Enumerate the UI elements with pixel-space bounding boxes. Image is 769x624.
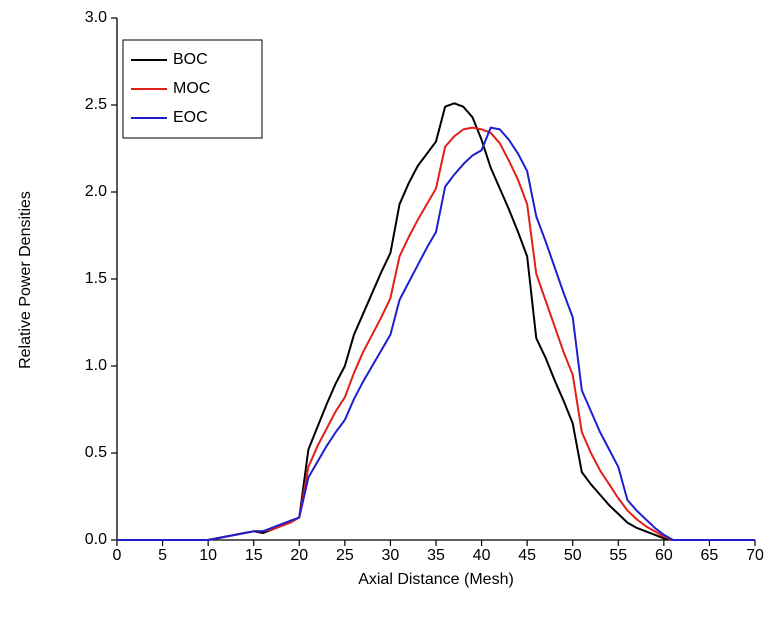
y-tick-label: 0.5 [85, 444, 107, 461]
y-tick-label: 1.0 [85, 357, 107, 374]
y-tick-label: 2.5 [85, 96, 107, 113]
y-tick-label: 0.0 [85, 531, 107, 548]
x-tick-label: 55 [609, 547, 627, 564]
x-tick-label: 45 [518, 547, 536, 564]
x-tick-label: 65 [701, 547, 719, 564]
x-tick-label: 5 [158, 547, 167, 564]
x-tick-label: 50 [564, 547, 582, 564]
x-tick-label: 20 [290, 547, 308, 564]
x-tick-label: 70 [746, 547, 764, 564]
y-tick-label: 3.0 [85, 9, 107, 26]
legend-label: BOC [173, 51, 208, 68]
y-axis-label: Relative Power Densities [17, 191, 34, 369]
x-axis-label: Axial Distance (Mesh) [358, 571, 514, 588]
x-tick-label: 30 [382, 547, 400, 564]
y-tick-label: 2.0 [85, 183, 107, 200]
series-line [117, 126, 755, 541]
x-tick-label: 25 [336, 547, 354, 564]
series-line [117, 126, 755, 541]
x-tick-label: 15 [245, 547, 263, 564]
series-line [117, 102, 755, 541]
y-tick-label: 1.5 [85, 270, 107, 287]
x-tick-label: 10 [199, 547, 217, 564]
x-tick-label: 35 [427, 547, 445, 564]
x-tick-label: 40 [473, 547, 491, 564]
x-tick-label: 60 [655, 547, 673, 564]
legend-label: EOC [173, 109, 208, 126]
legend-label: MOC [173, 80, 210, 97]
x-tick-label: 0 [113, 547, 122, 564]
